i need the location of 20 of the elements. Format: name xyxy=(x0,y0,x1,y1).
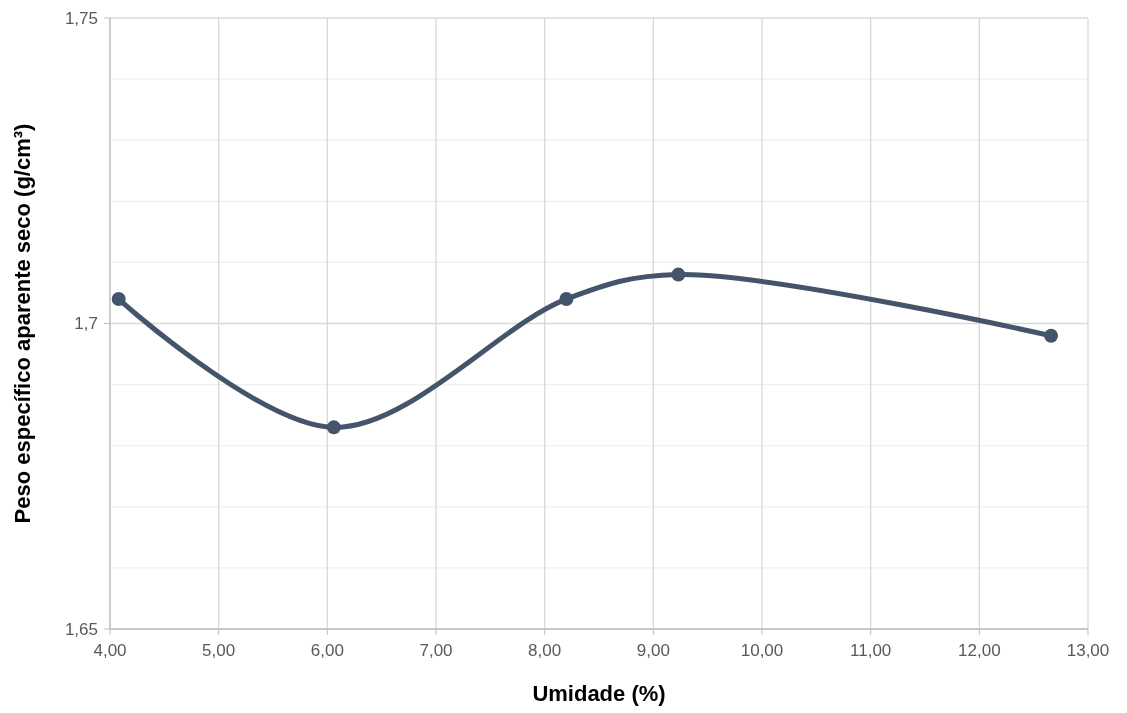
x-tick-label: 12,00 xyxy=(958,641,1001,660)
y-tick-label: 1,75 xyxy=(64,8,98,28)
x-tick-label: 10,00 xyxy=(740,641,784,660)
y-tick-label: 1,65 xyxy=(64,619,98,639)
point xyxy=(326,420,341,435)
x-tick-label: 7,00 xyxy=(419,641,453,660)
point xyxy=(559,292,574,307)
x-tick-label: 11,00 xyxy=(850,641,892,660)
point xyxy=(1044,328,1059,343)
x-axis-title: Umidade (%) xyxy=(532,681,666,706)
x-tick-label: 6,00 xyxy=(310,641,344,660)
x-tick-label: 5,00 xyxy=(202,641,236,660)
y-axis-title: Peso específico aparente seco (g/cm³) xyxy=(10,123,35,524)
point xyxy=(111,292,126,307)
x-tick-label: 13,00 xyxy=(1066,641,1110,660)
x-tick-label: 4,00 xyxy=(93,641,127,660)
x-tick-label: 8,00 xyxy=(528,641,562,660)
y-tick-label: 1,7 xyxy=(74,314,98,334)
point xyxy=(671,267,686,282)
x-tick-label: 9,00 xyxy=(636,641,670,660)
